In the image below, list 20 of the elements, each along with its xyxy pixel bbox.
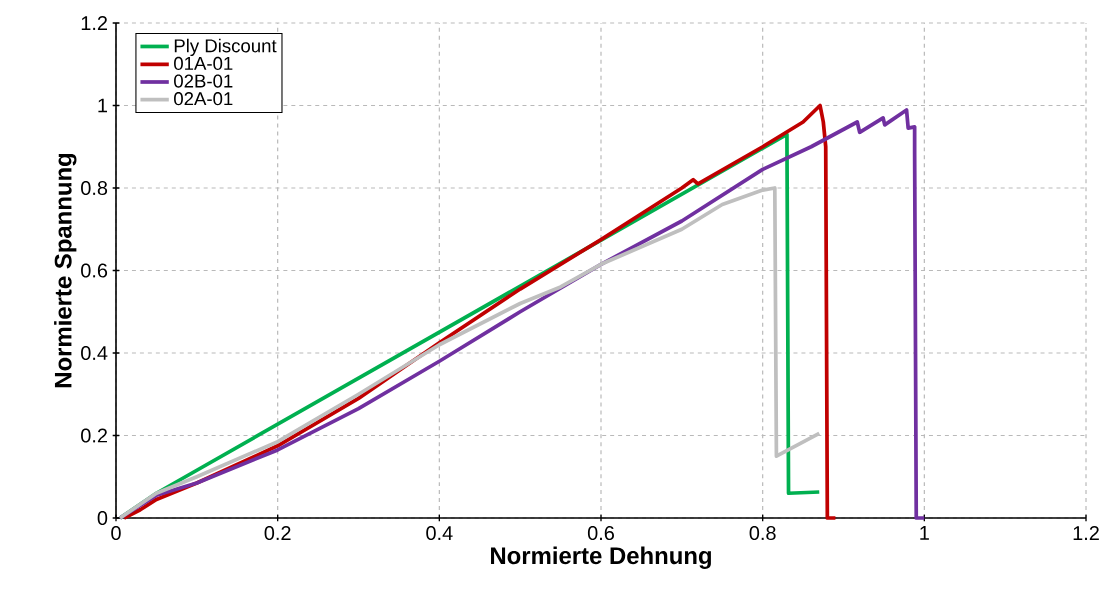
x-tick-label: 0.2	[264, 526, 291, 541]
x-tick-label: 1	[920, 526, 929, 540]
y-tick-label: 1.2	[81, 16, 107, 30]
x-tick-label: 0.6	[587, 526, 614, 541]
x-tick-label: 0.4	[426, 526, 453, 541]
legend-label: Ply Discount	[174, 38, 277, 57]
legend-label: 02A-01	[174, 92, 233, 106]
y-tick-label: 0.4	[81, 345, 108, 361]
y-tick-label: 0	[97, 510, 108, 526]
x-tick-label: 1.2	[1073, 526, 1099, 540]
y-tick-label: 0.6	[81, 263, 108, 278]
legend-label: 02B-01	[174, 74, 233, 88]
y-tick-label: 1	[98, 98, 108, 113]
y-tick-label: 0.8	[81, 180, 108, 196]
y-tick-label: 0.2	[81, 428, 107, 443]
legend-label: 01A-01	[174, 56, 233, 71]
x-axis-title: Normierte Dehnung	[491, 546, 711, 569]
x-tick-label: 0.8	[749, 526, 776, 541]
x-tick-label: 0	[111, 526, 121, 541]
y-axis-title: Normierte Spannung	[54, 153, 77, 388]
